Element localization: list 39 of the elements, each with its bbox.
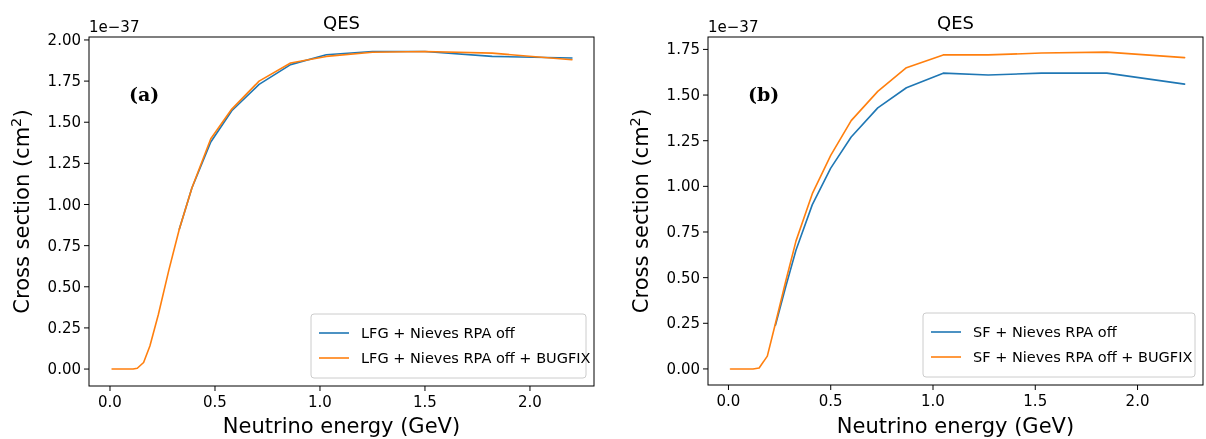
- legend-label: LFG + Nieves RPA off: [361, 325, 516, 341]
- y-tick-label: 1.50: [666, 86, 700, 105]
- x-tick-label: 0.0: [98, 393, 122, 411]
- legend-label: LFG + Nieves RPA off + BUGFIX: [361, 350, 591, 366]
- x-tick-label: 0.5: [818, 392, 843, 410]
- y-tick-label: 2.00: [47, 30, 81, 49]
- y-tick-label: 0.25: [47, 318, 81, 337]
- y-tick-label: 1.00: [666, 177, 700, 196]
- x-axis-title: Neutrino energy (GeV): [222, 414, 461, 438]
- y-tick-label: 1.00: [47, 195, 81, 214]
- x-tick-label: 0.5: [203, 393, 227, 411]
- x-tick-label: 2.0: [518, 393, 542, 411]
- y-tick-label: 1.75: [47, 72, 81, 91]
- annotation: (a): [129, 83, 160, 105]
- x-tick-label: 1.5: [413, 393, 437, 411]
- y-tick-label: 1.75: [666, 40, 700, 59]
- x-tick-label: 2.0: [1125, 392, 1150, 410]
- y-tick-label: 0.75: [47, 236, 81, 255]
- x-tick-label: 0.0: [716, 392, 741, 410]
- y-tick-label: 0.50: [666, 268, 700, 287]
- chart-title: QES: [323, 12, 360, 33]
- annotation: (b): [748, 83, 780, 105]
- y-tick-label: 0.75: [666, 223, 700, 241]
- text: 1e−37: [708, 18, 759, 36]
- y-tick-label: 0.25: [666, 314, 700, 333]
- x-tick-label: 1.5: [1023, 392, 1048, 410]
- legend-label: SF + Nieves RPA off + BUGFIX: [973, 349, 1193, 365]
- x-tick-label: 1.0: [308, 393, 332, 411]
- text: 1e−37: [89, 18, 140, 36]
- x-axis-title: Neutrino energy (GeV): [836, 414, 1075, 438]
- y-tick-label: 1.50: [47, 113, 81, 132]
- y-tick-label: 0.00: [666, 359, 700, 378]
- y-tick-label: 1.25: [47, 154, 81, 173]
- legend-label: SF + Nieves RPA off: [973, 324, 1118, 340]
- chart-title: QES: [937, 12, 974, 33]
- y-tick-label: 0.00: [47, 360, 81, 379]
- x-tick-label: 1.0: [921, 392, 945, 410]
- y-tick-label: 0.50: [47, 277, 81, 296]
- y-tick-label: 1.25: [666, 131, 700, 150]
